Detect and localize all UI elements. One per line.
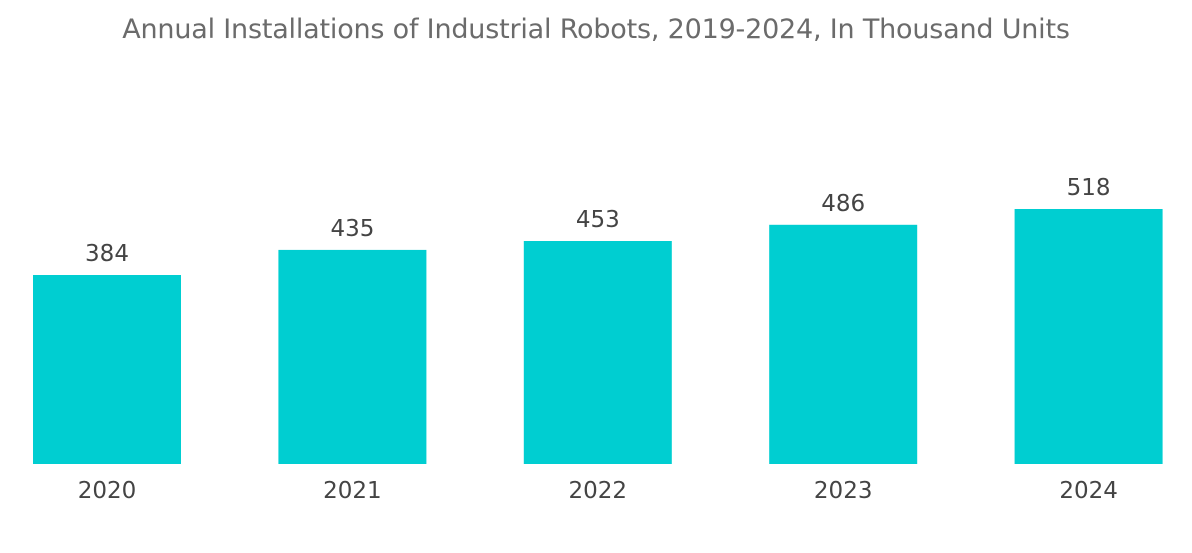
bar-2021: [278, 249, 427, 464]
x-tick-label-2023: 2023: [814, 478, 873, 504]
bar-2023: [769, 224, 918, 464]
data-label-2022: 453: [576, 207, 620, 233]
chart-title: Annual Installations of Industrial Robot…: [122, 14, 1070, 45]
data-label-2023: 486: [821, 191, 865, 217]
x-tick-label-2024: 2024: [1059, 478, 1118, 504]
bar-2020: [33, 275, 181, 464]
data-label-2020: 384: [85, 241, 129, 267]
x-tick-label-2022: 2022: [569, 478, 628, 504]
bar-2022: [523, 241, 672, 464]
bar-2024: [1014, 209, 1163, 464]
data-label-2021: 435: [330, 216, 374, 242]
x-tick-label-2021: 2021: [323, 478, 382, 504]
x-tick-label-2020: 2020: [78, 478, 137, 504]
data-label-2024: 518: [1067, 175, 1111, 201]
